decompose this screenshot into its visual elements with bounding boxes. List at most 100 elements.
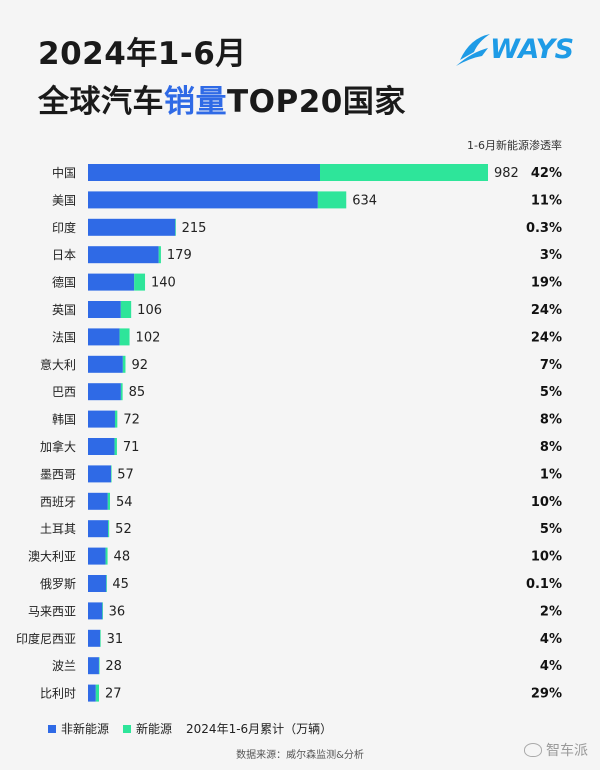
bar-non-nev bbox=[88, 328, 120, 346]
value-label: 52 bbox=[115, 522, 132, 537]
penetration-label: 4% bbox=[540, 632, 562, 647]
category-label: 印度尼西亚 bbox=[16, 631, 76, 646]
category-label: 马来西亚 bbox=[28, 604, 76, 618]
category-label: 波兰 bbox=[52, 659, 76, 673]
bar-non-nev bbox=[88, 520, 109, 538]
legend-item-nev: 新能源 bbox=[123, 720, 172, 737]
bar-nev bbox=[120, 301, 132, 318]
value-label: 634 bbox=[352, 193, 377, 208]
legend-note: 2024年1-6月累计（万辆） bbox=[186, 720, 332, 737]
penetration-label: 0.1% bbox=[526, 577, 562, 592]
bar-nev bbox=[106, 575, 107, 592]
penetration-header: 1-6月新能源渗透率 bbox=[467, 139, 562, 152]
bar-nev bbox=[119, 328, 130, 346]
category-label: 意大利 bbox=[40, 357, 76, 372]
value-label: 45 bbox=[112, 577, 129, 592]
bar-nev bbox=[105, 547, 108, 565]
legend-label-nev: 新能源 bbox=[136, 722, 173, 736]
penetration-label: 7% bbox=[540, 358, 562, 373]
bar-non-nev bbox=[88, 438, 115, 455]
legend-item-non-nev: 非新能源 bbox=[48, 720, 109, 737]
value-label: 179 bbox=[167, 248, 192, 263]
legend-swatch-nev bbox=[123, 724, 132, 733]
ways-logo-icon bbox=[456, 34, 490, 66]
penetration-label: 0.3% bbox=[526, 221, 562, 236]
category-label: 墨西哥 bbox=[40, 467, 76, 481]
penetration-label: 1% bbox=[540, 467, 562, 482]
penetration-label: 19% bbox=[531, 276, 562, 291]
value-label: 72 bbox=[123, 413, 140, 428]
bar-non-nev bbox=[88, 575, 107, 592]
value-label: 31 bbox=[107, 632, 124, 647]
bar-non-nev bbox=[88, 273, 135, 291]
category-label: 中国 bbox=[52, 165, 76, 180]
bar-non-nev bbox=[88, 246, 159, 264]
penetration-label: 10% bbox=[531, 550, 562, 565]
value-label: 140 bbox=[151, 276, 176, 291]
penetration-label: 5% bbox=[540, 522, 562, 537]
value-label: 106 bbox=[137, 303, 162, 318]
bar-nev bbox=[110, 465, 112, 483]
category-label: 韩国 bbox=[52, 412, 76, 427]
bar-non-nev bbox=[88, 383, 121, 401]
legend: 非新能源 新能源 2024年1-6月累计（万辆） bbox=[48, 720, 346, 737]
value-label: 215 bbox=[182, 221, 207, 236]
category-label: 巴西 bbox=[52, 385, 76, 399]
legend-label-non-nev: 非新能源 bbox=[61, 722, 110, 736]
title-highlight: 销量 bbox=[164, 84, 227, 120]
category-label: 西班牙 bbox=[40, 495, 76, 509]
bar-nev bbox=[98, 657, 100, 675]
bar-nev bbox=[95, 684, 99, 702]
category-label: 澳大利亚 bbox=[28, 550, 76, 564]
bar-non-nev bbox=[88, 191, 318, 209]
bar-nev bbox=[120, 383, 123, 401]
legend-swatch-non-nev bbox=[48, 724, 56, 733]
bar-non-nev bbox=[88, 602, 103, 620]
penetration-label: 8% bbox=[540, 413, 562, 428]
value-label: 48 bbox=[114, 550, 131, 565]
bar-non-nev bbox=[88, 684, 96, 702]
value-label: 27 bbox=[105, 687, 122, 702]
penetration-label: 10% bbox=[531, 495, 562, 510]
value-label: 982 bbox=[494, 166, 519, 181]
value-label: 57 bbox=[117, 467, 134, 482]
penetration-label: 42% bbox=[531, 166, 562, 181]
category-label: 日本 bbox=[52, 248, 76, 262]
brand-logo-text: WAYS bbox=[490, 34, 574, 65]
bar-non-nev bbox=[88, 629, 101, 647]
value-label: 28 bbox=[105, 659, 122, 674]
legend-note-text: 2024年1-6月累计（万辆） bbox=[186, 722, 333, 736]
category-label: 比利时 bbox=[40, 687, 76, 701]
bar-nev bbox=[158, 246, 161, 264]
category-label: 印度 bbox=[52, 220, 76, 235]
bar-non-nev bbox=[88, 164, 320, 181]
bar-nev bbox=[114, 438, 117, 455]
title-prefix: 全球汽车 bbox=[38, 84, 164, 120]
value-label: 102 bbox=[136, 330, 161, 345]
category-label: 土耳其 bbox=[40, 522, 76, 536]
penetration-label: 8% bbox=[540, 440, 562, 455]
penetration-label: 5% bbox=[540, 385, 562, 400]
penetration-label: 29% bbox=[531, 687, 562, 702]
bar-nev bbox=[114, 410, 118, 428]
weibo-icon bbox=[524, 743, 542, 757]
title-suffix: TOP20国家 bbox=[227, 84, 406, 120]
category-label: 俄罗斯 bbox=[40, 577, 76, 591]
bar-non-nev bbox=[88, 218, 176, 236]
bar-nev bbox=[175, 218, 176, 236]
penetration-label: 11% bbox=[531, 193, 562, 208]
bar-non-nev bbox=[88, 657, 99, 675]
bar-non-nev bbox=[88, 465, 111, 483]
bar-non-nev bbox=[88, 410, 115, 428]
bar-non-nev bbox=[88, 547, 106, 565]
penetration-label: 3% bbox=[540, 248, 562, 263]
source-note: 数据来源：威尔森监测&分析 bbox=[236, 750, 364, 761]
bar-nev bbox=[317, 191, 347, 209]
page-title-line-2: 全球汽车销量TOP20国家 bbox=[38, 76, 406, 121]
value-label: 85 bbox=[129, 385, 146, 400]
category-label: 加拿大 bbox=[40, 439, 76, 454]
page-title-line-1: 2024年1-6月 bbox=[38, 36, 247, 72]
watermark-text: 智车派 bbox=[546, 743, 588, 759]
category-label: 法国 bbox=[52, 330, 76, 344]
